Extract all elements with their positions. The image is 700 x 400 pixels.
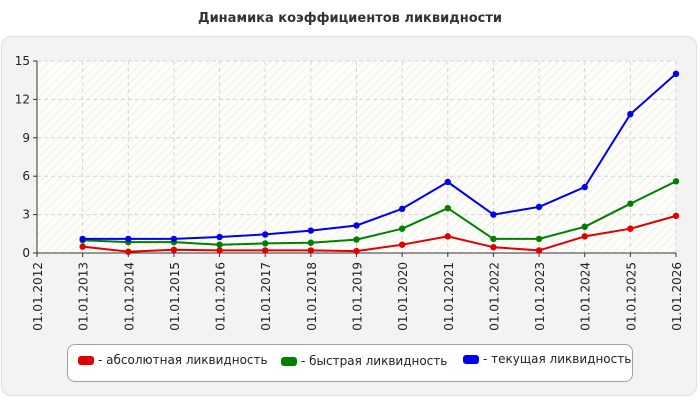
data-point[interactable] — [627, 200, 634, 207]
data-point[interactable] — [581, 183, 588, 191]
data-point[interactable] — [627, 110, 634, 118]
data-point[interactable] — [535, 247, 543, 254]
data-point[interactable] — [216, 241, 223, 248]
y-tick-label: 0 — [22, 246, 30, 260]
x-tick-label: 01.01.2020 — [396, 262, 410, 331]
x-tick-label: 01.01.2023 — [533, 262, 547, 331]
x-tick-label: 01.01.2026 — [670, 262, 684, 331]
data-point[interactable] — [125, 248, 132, 255]
data-point[interactable] — [490, 211, 497, 218]
legend-item[interactable]: - абсолютная ликвидность — [78, 353, 268, 367]
data-point[interactable] — [307, 239, 315, 246]
data-point[interactable] — [262, 247, 269, 254]
series-lines — [82, 73, 677, 253]
data-point[interactable] — [216, 247, 223, 254]
legend-swatch — [281, 356, 297, 366]
legend-label: - текущая ликвидность — [483, 352, 632, 366]
data-point[interactable] — [170, 246, 178, 253]
x-tick-label: 01.01.2016 — [214, 262, 228, 331]
data-point[interactable] — [535, 235, 543, 243]
legend-item[interactable]: - быстрая ликвидность — [281, 354, 447, 368]
data-point[interactable] — [79, 243, 86, 250]
data-point[interactable] — [444, 205, 451, 212]
data-point[interactable] — [216, 233, 223, 241]
x-tick-label: 01.01.2012 — [31, 262, 45, 331]
series-points — [79, 70, 680, 255]
data-point[interactable] — [490, 235, 497, 243]
data-point[interactable] — [125, 235, 132, 243]
data-point[interactable] — [627, 225, 634, 232]
series-line-1 — [82, 180, 677, 246]
series-line-2 — [82, 73, 677, 240]
legend-item[interactable]: - текущая ликвидность — [463, 352, 631, 366]
x-tick-label: 01.01.2022 — [487, 262, 501, 331]
data-point[interactable] — [490, 244, 497, 251]
x-tick-label: 01.01.2017 — [259, 262, 273, 331]
y-tick-label: 9 — [22, 131, 30, 145]
data-point[interactable] — [262, 240, 269, 247]
data-point[interactable] — [353, 236, 360, 243]
data-point[interactable] — [672, 212, 680, 220]
x-tick-label: 01.01.2014 — [122, 262, 136, 331]
x-tick-label: 01.01.2025 — [624, 262, 638, 331]
data-point[interactable] — [672, 70, 680, 78]
x-tick-label: 01.01.2013 — [77, 262, 91, 331]
y-tick-label: 6 — [22, 169, 30, 183]
y-tick-label: 3 — [22, 208, 30, 222]
x-tick-label: 01.01.2015 — [168, 262, 182, 331]
legend-label: - абсолютная ликвидность — [98, 353, 268, 367]
x-tick-label: 01.01.2018 — [305, 262, 319, 331]
data-point[interactable] — [581, 223, 588, 230]
data-point[interactable] — [581, 233, 588, 240]
legend-swatch — [463, 354, 479, 364]
x-tick-label: 01.01.2021 — [442, 262, 456, 331]
chart-title: Динамика коэффициентов ликвидности — [198, 11, 502, 26]
data-point[interactable] — [535, 203, 543, 211]
data-point[interactable] — [672, 178, 680, 185]
data-point[interactable] — [353, 222, 360, 229]
data-point[interactable] — [398, 205, 406, 213]
data-point[interactable] — [170, 235, 178, 243]
data-point[interactable] — [262, 231, 269, 238]
data-point[interactable] — [398, 225, 406, 232]
y-tick-label: 15 — [15, 54, 30, 68]
series-line-0 — [82, 214, 677, 253]
tick-labels: 0 3 6 9 12 15 01.01.2012 01.01.2013 01.01.2014 01… — [15, 54, 684, 331]
data-point[interactable] — [444, 233, 451, 240]
legend-label: - быстрая ликвидность — [301, 354, 448, 368]
x-tick-label: 01.01.2019 — [351, 262, 365, 331]
legend-swatch — [78, 355, 94, 365]
data-point[interactable] — [398, 241, 406, 248]
grid-lines — [37, 60, 677, 253]
data-point[interactable] — [444, 178, 451, 186]
data-point[interactable] — [79, 235, 86, 243]
y-tick-label: 12 — [15, 92, 30, 106]
data-point[interactable] — [353, 247, 360, 255]
x-tick-label: 01.01.2024 — [579, 262, 593, 331]
chart-legend: - абсолютная ликвидность - быстрая ликвид… — [67, 344, 633, 382]
data-point[interactable] — [307, 247, 315, 254]
data-point[interactable] — [307, 227, 315, 234]
